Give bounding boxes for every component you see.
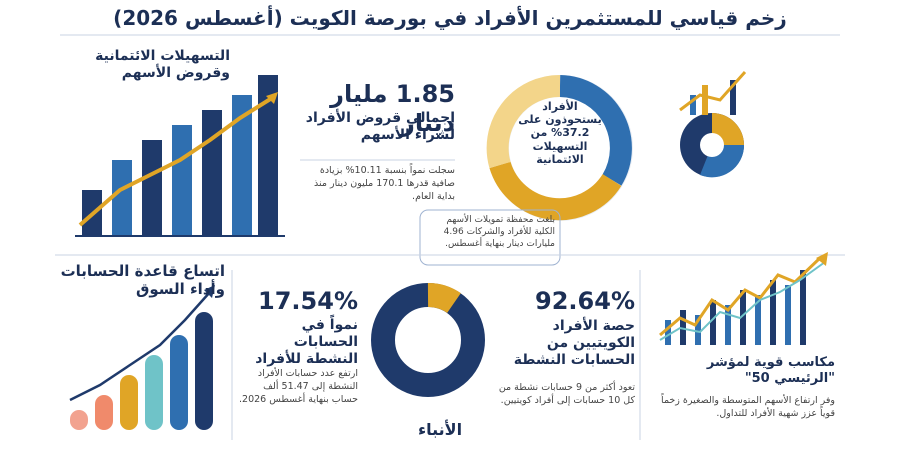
title: زخم قياسي للمستثمرين الأفراد في بورصة ال… [113, 6, 787, 30]
bar-decoration [75, 75, 285, 237]
panel-title: اتساع قاعدة الحسابات وأداء السوق [60, 262, 225, 298]
pie-icon [679, 71, 747, 178]
headline-number: 92.64% [535, 287, 635, 315]
index-chart [659, 252, 828, 345]
share-donut [371, 283, 485, 397]
headline-number: 17.54% [258, 287, 358, 315]
paragraph: ارتفع عدد حسابات الأفراد النشطة إلى 51.4… [239, 368, 358, 405]
headline-number: 1.85 مليار دينار [330, 80, 455, 137]
donut-caption: الأفراد يستحوذون على 37.2% من التسهيلات … [518, 100, 602, 166]
headline-caption: نمواً في الحسابات النشطة للأفراد [255, 317, 358, 367]
growth-bars [69, 285, 215, 430]
logo: الأنباء [417, 420, 463, 439]
panel-title: التسهيلات الائتمانية وقروض الأسهم [95, 48, 230, 81]
paragraph: بلغت محفظة تمويلات الأسهم الكلية للأفراد… [443, 215, 555, 250]
headline-caption: حصة الأفراد الكويتيين من الحسابات النشطة [513, 318, 635, 368]
headline-caption: مكاسب قوية لمؤشر "الرئيسي 50" [706, 355, 835, 386]
headline-caption: إجمالي قروض الأفراد لشراء الأسهم [305, 110, 455, 143]
donut-decoration [486, 74, 633, 221]
note-box [419, 209, 561, 266]
paragraph: وفر ارتفاع الأسهم المتوسطة والصغيرة زخما… [661, 395, 835, 419]
paragraph: سجلت نمواً بنسبة 10.11% بزيادة صافية قدر… [314, 165, 455, 202]
paragraph: تعود أكثر من 9 حسابات نشطة من كل 10 حساب… [498, 382, 635, 406]
